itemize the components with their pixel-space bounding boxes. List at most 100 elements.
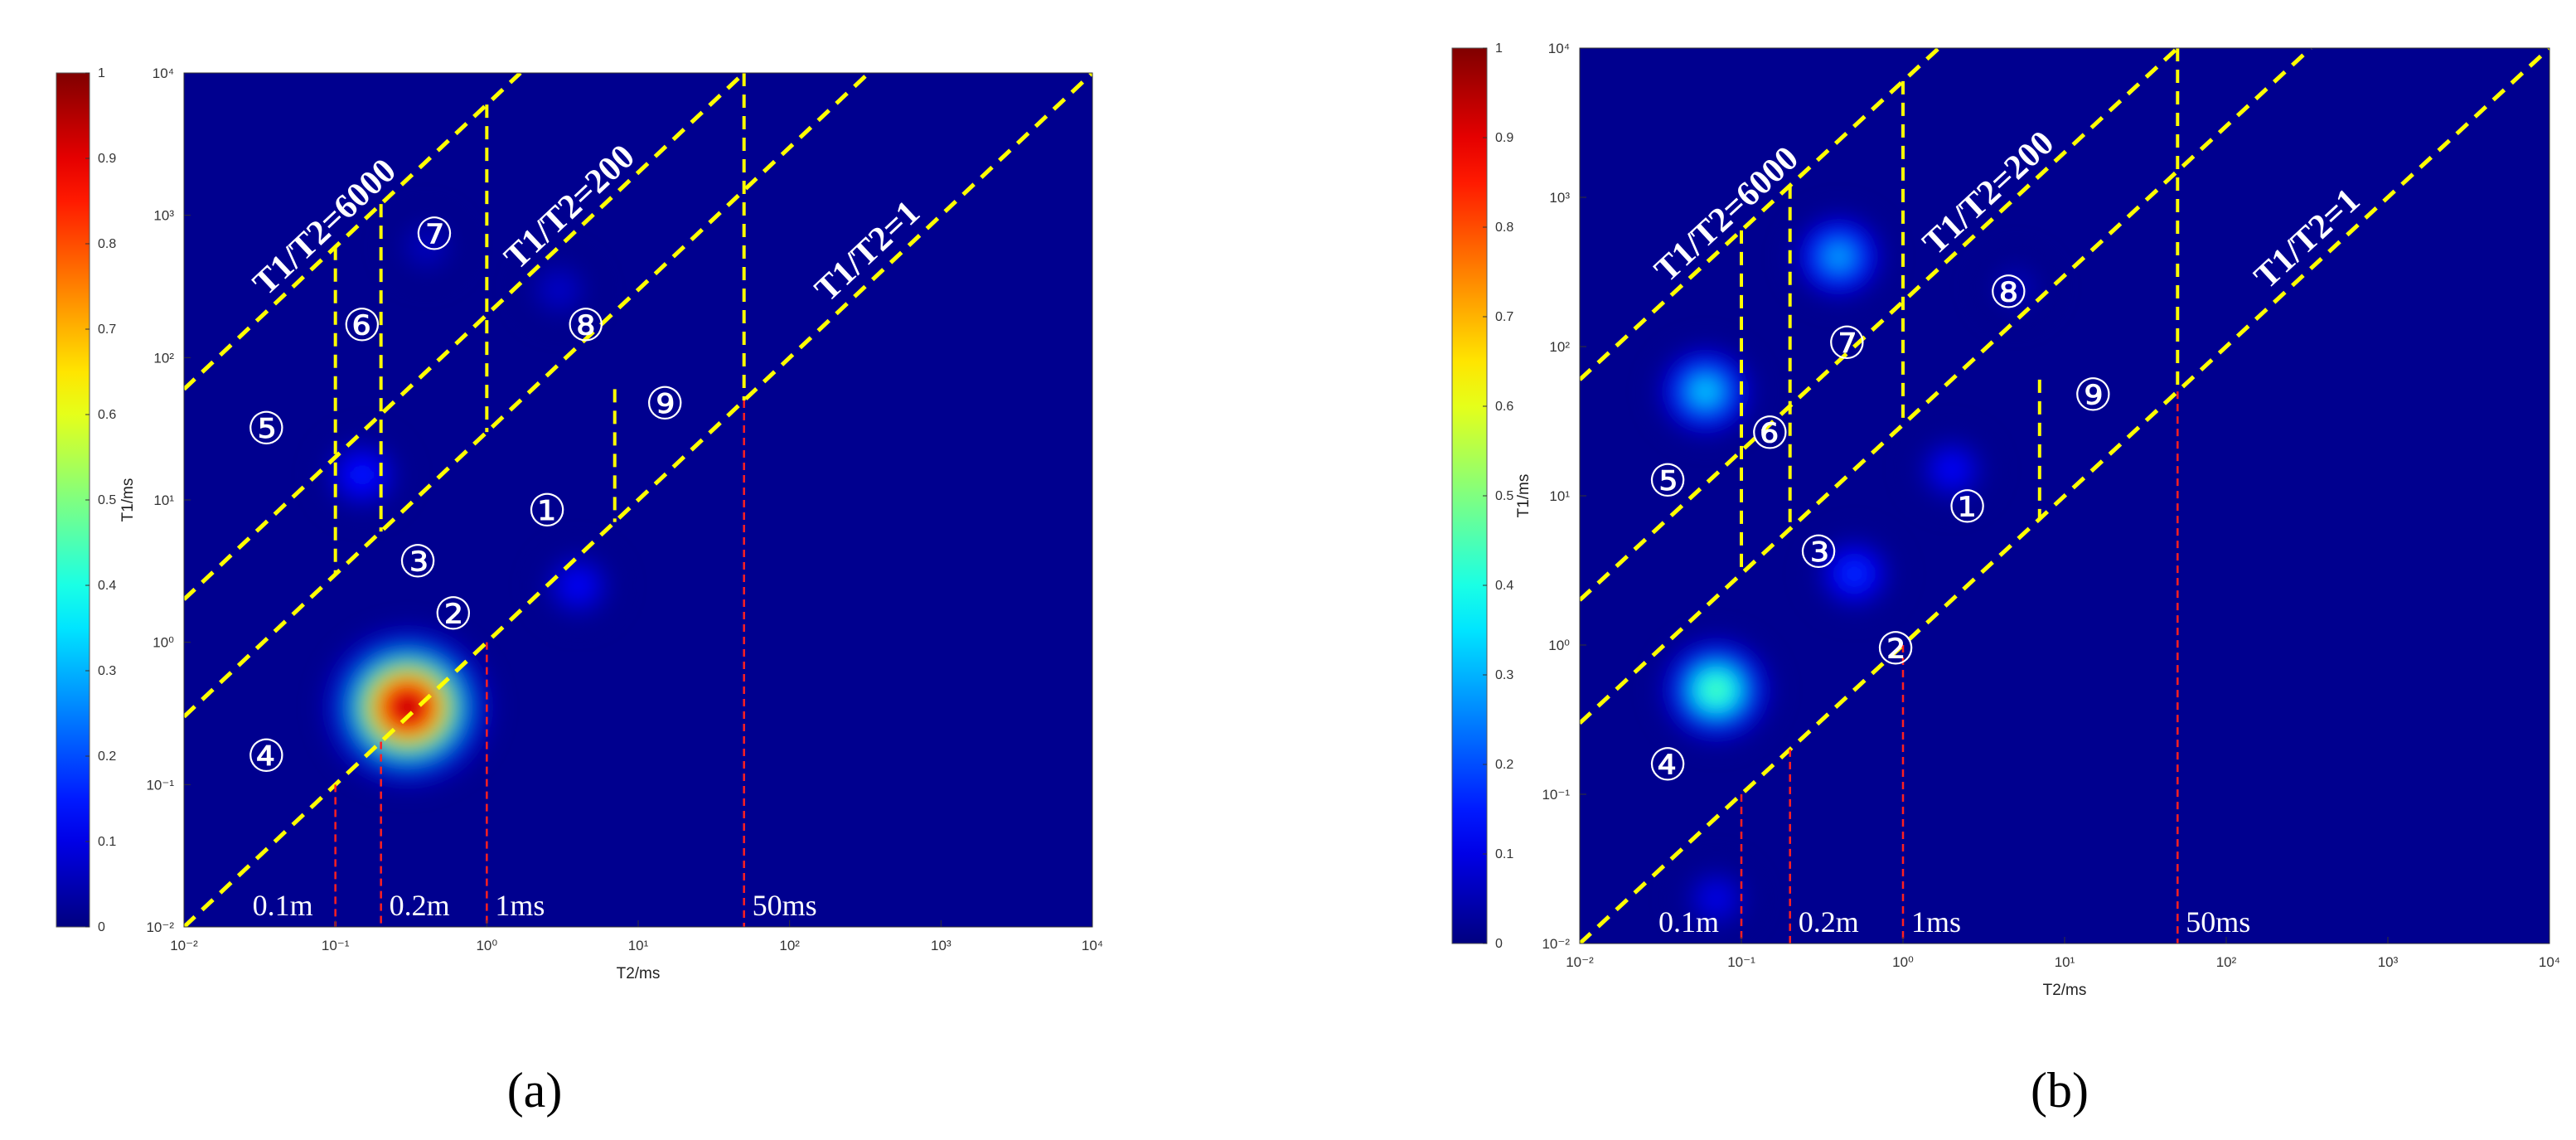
colorbar-tick-label: 0.9 <box>98 152 116 166</box>
region-label: ⑦ <box>414 208 454 260</box>
t2-marker-label: 0.2m <box>1799 905 1859 939</box>
region-label: ③ <box>1799 526 1838 578</box>
intensity-peak <box>1776 196 1901 317</box>
colorbar-tick-label: 0.8 <box>1495 221 1513 235</box>
y-tick-label: 10⁻² <box>1542 936 1570 952</box>
colorbar-tick-label: 0.7 <box>98 323 116 337</box>
colorbar-tick-label: 0.1 <box>98 835 116 849</box>
y-axis-label: T1/ms <box>1515 474 1533 518</box>
x-tick-label: 10¹ <box>2055 954 2075 970</box>
y-tick-label: 10⁻¹ <box>146 777 174 793</box>
colorbar-tick-label: 0 <box>98 920 105 934</box>
intensity-peak <box>1663 847 1770 944</box>
colorbar-tick-label: 0.3 <box>1495 668 1513 682</box>
region-label: ⑨ <box>645 378 685 430</box>
colorbar-tick-label: 0.8 <box>98 237 116 251</box>
y-tick-label: 10⁻¹ <box>1542 787 1570 803</box>
t2-marker-label: 0.1m <box>253 889 313 922</box>
intensity-peak <box>375 198 478 296</box>
region-label: ④ <box>246 730 286 783</box>
x-tick-label: 10³ <box>931 938 951 953</box>
colorbar-tick-label: 0.6 <box>98 408 116 422</box>
region-label: ② <box>1876 623 1915 675</box>
t2-marker-label: 0.1m <box>1658 905 1719 939</box>
y-tick-label: 10⁰ <box>1548 638 1570 653</box>
region-label: ④ <box>1648 739 1687 791</box>
colorbar-tick-label: 0.9 <box>1495 131 1513 145</box>
t2-marker-label: 1ms <box>495 889 545 922</box>
colorbar-tick-label: 0.6 <box>1495 400 1513 414</box>
ratio-line <box>184 73 870 719</box>
y-tick-label: 10² <box>1549 339 1570 355</box>
t2-marker-label: 50ms <box>753 889 817 922</box>
region-label: ⑧ <box>565 299 605 352</box>
y-tick-label: 10¹ <box>153 492 174 508</box>
colorbar-tick-label: 0.5 <box>98 493 116 507</box>
colorbar-tick-label: 0.4 <box>1495 579 1513 593</box>
colorbar-tick-label: 0.3 <box>98 664 116 678</box>
region-label: ⑦ <box>1827 318 1867 370</box>
intensity-peak <box>1644 622 1788 759</box>
region-label: ① <box>527 484 567 536</box>
x-tick-label: 10¹ <box>628 938 649 953</box>
colorbar-tick-label: 1 <box>98 66 105 80</box>
region-label: ② <box>433 588 473 640</box>
y-tick-label: 10² <box>153 350 174 366</box>
region-label: ⑤ <box>246 403 286 455</box>
intensity-peak <box>1797 519 1911 628</box>
colorbar-tick-label: 0 <box>1495 937 1503 951</box>
y-tick-label: 10⁴ <box>153 65 174 81</box>
x-tick-label: 10⁴ <box>2539 954 2560 970</box>
ratio-line <box>1580 48 2179 602</box>
t2-marker-label: 1ms <box>1911 905 1961 939</box>
y-tick-label: 10³ <box>153 208 174 224</box>
x-tick-label: 10⁻² <box>170 938 198 953</box>
x-tick-label: 10⁻¹ <box>1727 954 1755 970</box>
region-label: ③ <box>398 536 438 588</box>
colorbar <box>56 72 90 928</box>
x-tick-label: 10² <box>779 938 800 953</box>
y-tick-label: 10⁰ <box>153 635 174 651</box>
intensity-peak <box>1640 329 1770 454</box>
colorbar-tick-label: 0.7 <box>1495 310 1513 324</box>
colorbar-tick-label: 0.2 <box>1495 758 1513 772</box>
ratio-line <box>1580 48 1940 381</box>
intensity-peak <box>306 421 419 528</box>
panel-caption: (b) <box>2031 1063 2089 1118</box>
ratio-line <box>1580 48 2549 944</box>
intensity-peak <box>523 534 632 638</box>
panel-a: 0 0.1 0.2 0.3 0.4 0.5 0.6 0.7 0.8 0.9 1 0.1m 0.2m 1ms… <box>56 65 1103 1118</box>
colorbar-tick-label: 1 <box>1495 41 1503 56</box>
t2-marker-label: 50ms <box>2186 905 2250 939</box>
x-tick-label: 10³ <box>2378 954 2399 970</box>
intensity-peak <box>310 614 506 800</box>
y-axis-label: T1/ms <box>119 478 137 522</box>
x-tick-label: 10⁰ <box>1892 954 1914 970</box>
x-tick-label: 10² <box>2216 954 2237 970</box>
y-tick-label: 10³ <box>1549 190 1570 206</box>
y-tick-label: 10⁴ <box>1548 41 1570 56</box>
x-tick-label: 10⁰ <box>476 938 497 953</box>
colorbar-tick-label: 0.1 <box>1495 847 1513 861</box>
region-label: ① <box>1947 481 1987 533</box>
ratio-line <box>1580 48 2312 725</box>
region-label: ⑥ <box>1750 407 1789 459</box>
intensity-peak <box>1965 239 2067 336</box>
region-label: ⑨ <box>2073 369 2113 421</box>
ratio-line <box>184 73 522 391</box>
panel-b: 0 0.1 0.2 0.3 0.4 0.5 0.6 0.7 0.8 0.9 1 0.1m 0.2m 1ms… <box>1451 41 2560 1118</box>
x-axis-label: T2/ms <box>617 965 661 982</box>
colorbar-tick-label: 0.4 <box>98 579 116 593</box>
x-tick-label: 10⁻¹ <box>322 938 350 953</box>
colorbar-tick-label: 0.2 <box>98 749 116 764</box>
intensity-peak <box>507 240 611 339</box>
colorbar <box>1451 47 1488 944</box>
ratio-line <box>184 73 746 601</box>
x-tick-label: 10⁻² <box>1566 954 1594 970</box>
region-label: ⑥ <box>342 299 382 352</box>
y-tick-label: 10¹ <box>1549 488 1570 504</box>
t2-marker-label: 0.2m <box>390 889 450 922</box>
